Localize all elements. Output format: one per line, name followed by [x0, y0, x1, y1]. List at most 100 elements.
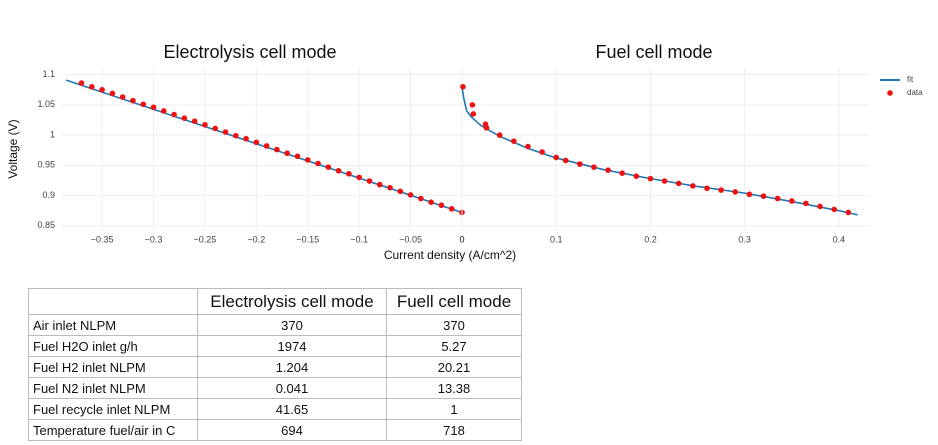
- data-point: [78, 80, 85, 86]
- data-point: [760, 193, 767, 199]
- data-point: [119, 94, 126, 100]
- header-cell: [28, 288, 198, 315]
- data-point: [407, 192, 414, 198]
- data-point: [109, 90, 116, 97]
- x-tick-label: 0.4: [833, 234, 846, 244]
- data-point: [376, 181, 383, 188]
- value-cell: 5.27: [386, 335, 522, 357]
- data-point: [661, 178, 668, 184]
- row-label: Temperature fuel/air in C: [28, 419, 198, 441]
- y-tick-label: 1.05: [37, 99, 55, 109]
- data-point: [591, 164, 597, 170]
- header-cell: Electrolysis cell mode: [197, 288, 387, 315]
- value-cell: 718: [386, 419, 522, 441]
- data-point: [263, 143, 270, 149]
- data-point: [150, 104, 157, 111]
- y-tick-label: 1: [50, 129, 55, 139]
- x-axis-label: Current density (A/cm^2): [384, 248, 516, 262]
- y-tick-label: 0.9: [42, 190, 55, 200]
- data-point: [428, 199, 434, 205]
- data-point: [140, 101, 147, 108]
- data-point: [553, 154, 560, 161]
- data-point: [496, 132, 503, 138]
- data-point: [418, 195, 424, 202]
- data-point: [222, 129, 229, 135]
- x-tick-label: 0.2: [644, 234, 657, 244]
- value-cell: 1: [386, 398, 522, 420]
- data-point: [366, 178, 373, 184]
- table-row: Fuel H2 inlet NLPM 1.204 20.21: [28, 356, 522, 378]
- data-point: [397, 188, 404, 195]
- value-cell: 370: [197, 314, 387, 336]
- data-point: [253, 139, 260, 146]
- x-tick-label: −0.2: [247, 234, 265, 244]
- data-point: [202, 122, 208, 128]
- data-point: [294, 153, 301, 160]
- legend-label: data: [907, 88, 923, 97]
- data-point: [448, 206, 455, 212]
- header-cell: Fuell cell mode: [386, 288, 522, 315]
- data-point: [633, 173, 640, 180]
- data-point: [335, 167, 342, 174]
- table-row: Temperature fuel/air in C 694 718: [28, 419, 522, 441]
- data-point: [831, 206, 837, 213]
- data-point: [576, 161, 583, 167]
- value-cell: 13.38: [386, 377, 522, 399]
- data-point: [647, 175, 654, 182]
- x-tick-label: 0: [459, 234, 464, 244]
- data-point: [774, 195, 781, 202]
- y-tick-label: 1.1: [42, 69, 55, 79]
- data-point: [387, 184, 393, 191]
- data-point: [483, 125, 490, 131]
- data-point: [469, 102, 476, 108]
- x-tick-label: 0.1: [550, 234, 563, 244]
- row-label: Fuel N2 inlet NLPM: [28, 377, 198, 399]
- data-point: [803, 200, 809, 207]
- data-point: [89, 83, 95, 90]
- data-point: [232, 132, 239, 139]
- table: Electrolysis cell mode Fuell cell mode Air…: [28, 288, 522, 441]
- data-point: [539, 149, 545, 155]
- row-label: Fuel recycle inlet NLPM: [28, 398, 198, 420]
- data-point: [746, 191, 753, 198]
- x-tick-label: 0: [459, 234, 464, 244]
- chart-title: Electrolysis cell mode: [163, 42, 336, 62]
- table-row: Fuel recycle inlet NLPM 41.65 1: [28, 398, 522, 420]
- figure: 0.85 0.9 0.95 1 1.05 1.1 −0.35 −0.3 −0.25 −0.2 −0.…: [6, 42, 923, 262]
- data-point: [315, 160, 321, 167]
- y-tick-label: 0.95: [37, 160, 55, 170]
- data-point: [511, 138, 517, 144]
- value-cell: 41.65: [197, 398, 387, 420]
- data-point: [356, 174, 362, 181]
- table-row: Fuel N2 inlet NLPM 0.041 13.38: [28, 377, 522, 399]
- x-tick-label: −0.1: [350, 234, 368, 244]
- data-point: [99, 86, 105, 93]
- data-point: [181, 115, 188, 121]
- legend-label: fit: [907, 75, 914, 84]
- data-point: [274, 146, 280, 153]
- value-cell: 1974: [197, 335, 387, 357]
- data-point: [690, 183, 696, 189]
- chart-title: Fuel cell mode: [595, 42, 712, 62]
- y-axis-label: Voltage (V): [6, 119, 20, 178]
- value-cell: 0.041: [197, 377, 387, 399]
- data-point: [675, 180, 682, 187]
- data-point: [704, 185, 710, 192]
- x-tick-label: −0.05: [399, 234, 422, 244]
- value-cell: 1.204: [197, 356, 387, 378]
- data-point: [171, 111, 177, 118]
- data-point: [438, 202, 445, 209]
- legend-swatch: [887, 90, 893, 96]
- data-point: [525, 143, 531, 150]
- table-row: Fuel H2O inlet g/h 1974 5.27: [28, 335, 522, 357]
- data-point: [845, 209, 852, 216]
- row-label: Air inlet NLPM: [28, 314, 198, 336]
- data-point: [304, 157, 311, 163]
- row-label: Fuel H2 inlet NLPM: [28, 356, 198, 378]
- data-point: [284, 150, 290, 157]
- row-label: Fuel H2O inlet g/h: [28, 335, 198, 357]
- data-point: [619, 170, 625, 176]
- data-point: [191, 118, 198, 124]
- data-point: [562, 157, 569, 164]
